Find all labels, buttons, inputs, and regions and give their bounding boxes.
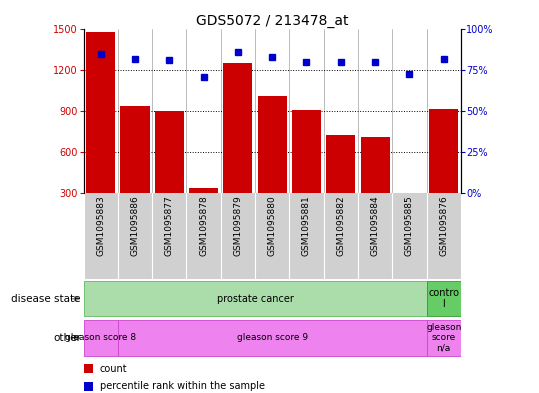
Text: GSM1095882: GSM1095882: [336, 195, 345, 256]
Text: disease state: disease state: [11, 294, 81, 304]
Text: percentile rank within the sample: percentile rank within the sample: [100, 381, 265, 391]
Text: GSM1095878: GSM1095878: [199, 195, 208, 256]
Bar: [426, 281, 461, 316]
Bar: [189, 189, 218, 193]
Text: GSM1095881: GSM1095881: [302, 195, 311, 256]
Text: gleason
score
n/a: gleason score n/a: [426, 323, 461, 353]
Text: gleason score 8: gleason score 8: [65, 334, 136, 342]
Bar: [258, 96, 287, 193]
Text: GSM1095876: GSM1095876: [439, 195, 448, 256]
Text: GSM1095883: GSM1095883: [96, 195, 105, 256]
Bar: [86, 32, 115, 193]
Bar: [326, 136, 355, 193]
Bar: [361, 137, 390, 193]
Text: count: count: [100, 364, 127, 374]
Bar: [429, 109, 458, 193]
Bar: [84, 320, 118, 356]
Text: GSM1095885: GSM1095885: [405, 195, 414, 256]
Text: GSM1095879: GSM1095879: [233, 195, 243, 256]
Text: other: other: [53, 333, 81, 343]
Bar: [426, 320, 461, 356]
Bar: [223, 63, 252, 193]
Text: GSM1095886: GSM1095886: [130, 195, 140, 256]
Text: GSM1095884: GSM1095884: [371, 195, 379, 256]
Text: contro
l: contro l: [428, 288, 459, 309]
Text: gleason score 9: gleason score 9: [237, 334, 308, 342]
Bar: [118, 320, 426, 356]
Bar: [395, 193, 424, 195]
Title: GDS5072 / 213478_at: GDS5072 / 213478_at: [196, 15, 348, 28]
Bar: [292, 110, 321, 193]
Text: prostate cancer: prostate cancer: [217, 294, 293, 304]
Text: GSM1095877: GSM1095877: [165, 195, 174, 256]
Text: GSM1095880: GSM1095880: [268, 195, 277, 256]
Bar: [155, 111, 184, 193]
Bar: [120, 106, 149, 193]
